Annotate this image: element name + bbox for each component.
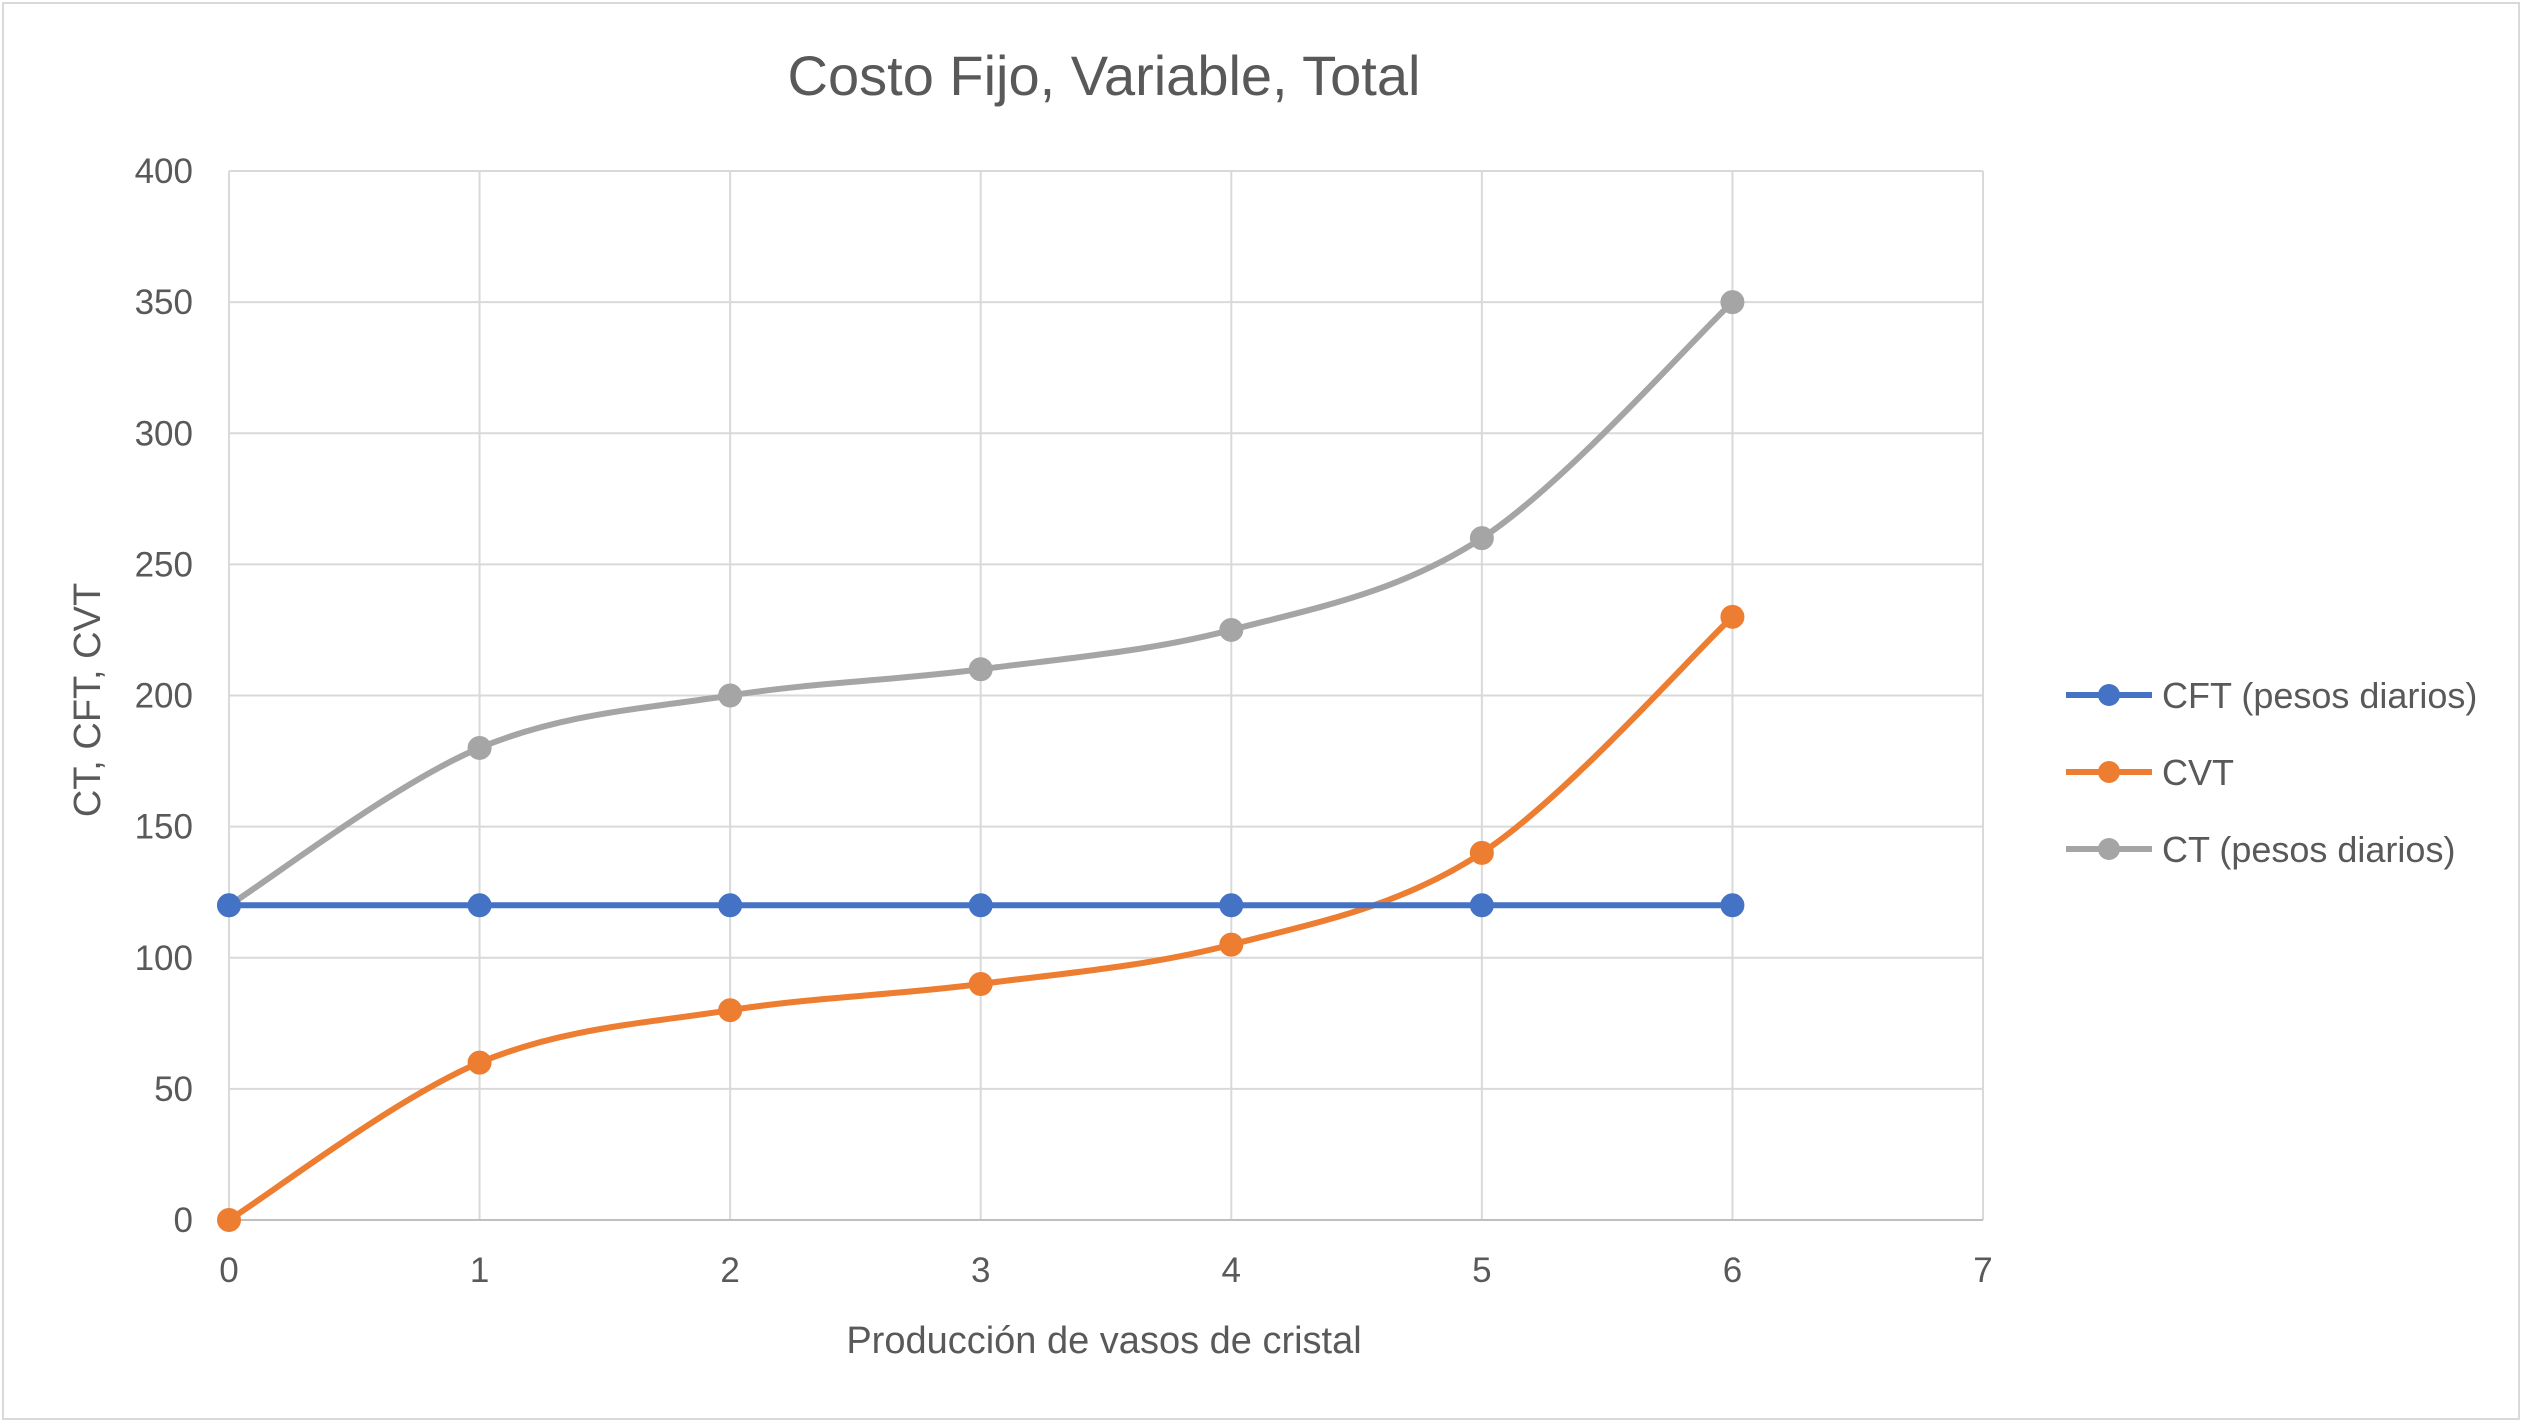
data-point [217, 1208, 241, 1232]
y-tick-label: 250 [135, 545, 193, 584]
data-point [1219, 932, 1244, 957]
x-tick-label: 3 [971, 1251, 990, 1290]
x-axis-title: Producción de vasos de cristal [846, 1320, 1361, 1362]
gridlines [228, 170, 1984, 1221]
legend-marker [2098, 684, 2120, 706]
data-point [1469, 893, 1494, 918]
legend-marker [2098, 761, 2120, 783]
y-tick-label: 150 [135, 808, 193, 847]
y-tick-label: 200 [135, 677, 193, 716]
data-point [968, 971, 993, 996]
x-tick-label: 6 [1723, 1251, 1742, 1290]
x-tick-label: 0 [219, 1251, 238, 1290]
data-point [718, 998, 743, 1023]
x-tick-label: 2 [720, 1251, 739, 1290]
legend-marker [2098, 838, 2120, 860]
y-tick-label: 300 [135, 414, 193, 453]
y-tick-label: 400 [135, 152, 193, 191]
data-point [718, 683, 743, 708]
legend-label: CFT (pesos diarios) [2162, 675, 2477, 716]
x-tick-label: 7 [1973, 1251, 1992, 1290]
data-point [467, 735, 492, 760]
data-point [1469, 526, 1494, 551]
series-group [217, 290, 1745, 1232]
data-point [968, 893, 993, 918]
legend: CFT (pesos diarios) CVT CT (pesos diarios) [2066, 675, 2477, 870]
data-point [1720, 604, 1745, 629]
data-point [1219, 617, 1244, 642]
x-axis-ticks: 0 1 2 3 4 5 6 7 [219, 1251, 1992, 1290]
chart-title: Costo Fijo, Variable, Total [788, 44, 1421, 107]
y-axis-ticks: 0 50 100 150 200 250 300 350 400 [135, 152, 193, 1240]
y-axis-title: CT, CFT, CVT [67, 583, 109, 817]
data-point [718, 893, 743, 918]
data-point [1720, 290, 1745, 315]
x-tick-label: 4 [1222, 1251, 1241, 1290]
data-point [1720, 893, 1745, 918]
data-point [1219, 893, 1244, 918]
legend-item: CT (pesos diarios) [2066, 829, 2455, 870]
data-point [467, 1050, 492, 1075]
legend-label: CVT [2162, 752, 2234, 793]
series-1 [217, 604, 1745, 1232]
y-tick-label: 100 [135, 939, 193, 978]
data-point [968, 657, 993, 682]
data-point [1469, 840, 1494, 865]
y-tick-label: 0 [174, 1201, 193, 1240]
x-tick-label: 1 [470, 1251, 489, 1290]
y-tick-label: 50 [154, 1070, 193, 1109]
legend-label: CT (pesos diarios) [2162, 829, 2455, 870]
x-tick-label: 5 [1472, 1251, 1491, 1290]
legend-item: CFT (pesos diarios) [2066, 675, 2477, 716]
legend-item: CVT [2066, 752, 2234, 793]
data-point [217, 893, 241, 918]
series-0 [217, 893, 1745, 918]
data-point [467, 893, 492, 918]
y-tick-label: 350 [135, 283, 193, 322]
